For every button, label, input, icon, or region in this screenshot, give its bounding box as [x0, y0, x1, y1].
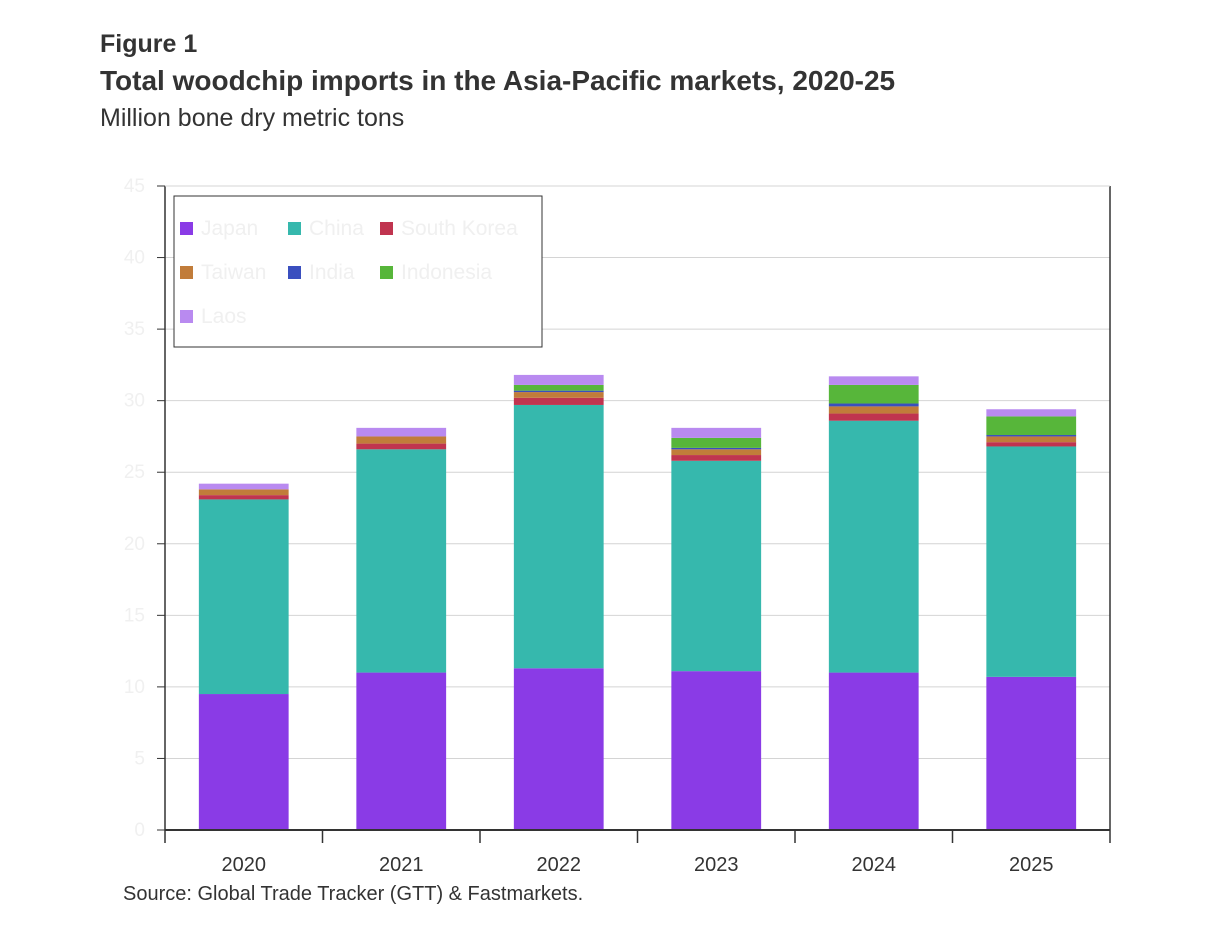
bar-taiwan-2025 [986, 436, 1077, 443]
bar-india-2023 [671, 447, 762, 450]
legend-swatch [288, 266, 301, 279]
bar-china-2020 [198, 499, 289, 695]
bar-laos-2023 [671, 427, 762, 438]
legend-label: Japan [201, 217, 258, 240]
bar-laos-2024 [828, 376, 919, 385]
chart-title: Total woodchip imports in the Asia-Pacif… [100, 65, 896, 96]
bar-south-korea-2023 [671, 455, 762, 461]
legend-swatch [180, 222, 193, 235]
bar-taiwan-2022 [513, 392, 604, 398]
bar-china-2023 [671, 460, 762, 672]
bar-laos-2025 [986, 409, 1077, 417]
bar-china-2022 [513, 404, 604, 669]
bar-south-korea-2024 [828, 413, 919, 421]
bar-india-2022 [513, 390, 604, 393]
bar-japan-2024 [828, 672, 919, 830]
legend-swatch [380, 222, 393, 235]
y-tick-label: 30 [124, 391, 145, 412]
y-tick-label: 5 [134, 748, 145, 769]
bar-japan-2022 [513, 668, 604, 830]
bar-indonesia-2022 [513, 384, 604, 391]
x-tick-label: 2025 [1009, 854, 1054, 876]
bar-south-korea-2022 [513, 397, 604, 405]
bar-india-2024 [828, 403, 919, 407]
bar-japan-2021 [356, 672, 447, 830]
bar-stacks [198, 374, 1077, 830]
source-note: Source: Global Trade Tracker (GTT) & Fas… [123, 883, 584, 905]
legend-swatch [380, 266, 393, 279]
x-tick-label: 2022 [537, 854, 582, 876]
bar-japan-2020 [198, 694, 289, 830]
legend-swatch [180, 266, 193, 279]
legend-label: India [309, 261, 355, 284]
y-tick-label: 35 [124, 319, 145, 340]
bar-laos-2021 [356, 427, 447, 437]
bar-indonesia-2024 [828, 384, 919, 404]
legend-box [173, 195, 543, 348]
y-tick-label: 25 [124, 462, 145, 483]
y-tick-label: 40 [124, 248, 145, 269]
bar-india-2025 [986, 435, 1077, 437]
legend-swatch [180, 310, 193, 323]
bar-taiwan-2020 [198, 489, 289, 496]
x-tick-label: 2023 [694, 854, 739, 876]
bar-south-korea-2025 [986, 442, 1077, 447]
bar-china-2021 [356, 449, 447, 673]
bar-laos-2022 [513, 374, 604, 385]
legend-label: Laos [201, 305, 247, 328]
bar-china-2025 [986, 446, 1077, 677]
legend-swatch [288, 222, 301, 235]
y-tick-label: 45 [124, 176, 145, 197]
legend-label: Taiwan [201, 261, 266, 284]
chart-subtitle: Million bone dry metric tons [100, 104, 405, 132]
bar-indonesia-2023 [671, 437, 762, 448]
figure-label: Figure 1 [100, 30, 198, 58]
legend-label: South Korea [401, 217, 518, 240]
x-tick-label: 2021 [379, 854, 424, 876]
bar-china-2024 [828, 420, 919, 673]
bar-taiwan-2021 [356, 436, 447, 444]
y-tick-label: 15 [124, 605, 145, 626]
legend-label: China [309, 217, 364, 240]
y-tick-label: 0 [134, 820, 145, 841]
y-tick-label: 10 [124, 677, 145, 698]
bar-taiwan-2023 [671, 449, 762, 456]
x-tick-label: 2024 [852, 854, 897, 876]
y-tick-label: 20 [124, 534, 145, 555]
bar-south-korea-2021 [356, 443, 447, 450]
bar-japan-2023 [671, 671, 762, 830]
bar-taiwan-2024 [828, 406, 919, 414]
bar-laos-2020 [198, 483, 289, 490]
bar-japan-2025 [986, 676, 1077, 830]
x-tick-label: 2020 [222, 854, 267, 876]
bar-indonesia-2025 [986, 416, 1077, 436]
bar-south-korea-2020 [198, 495, 289, 500]
legend-label: Indonesia [401, 261, 492, 284]
legend: Japan China South Korea Taiwan India Indonesi… [173, 195, 543, 348]
